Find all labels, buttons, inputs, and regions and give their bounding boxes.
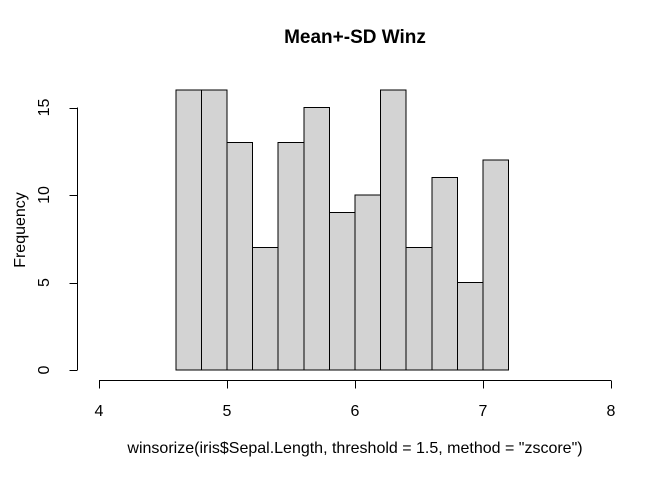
y-tick-label: 10 [36,186,53,204]
histogram-bar [226,142,254,371]
x-tick-label: 4 [95,403,104,420]
x-tick-label: 6 [351,403,360,420]
y-tick-label: 0 [36,365,53,374]
histogram-bar [303,107,330,371]
histogram-bar [482,159,510,371]
histogram-bar [252,247,279,371]
histogram-bar [380,89,407,371]
histogram-bar [277,142,305,371]
chart-title: Mean+-SD Winz [284,27,426,48]
histogram-bar [175,89,202,371]
histogram-bar [405,247,433,371]
y-tick-label: 15 [36,99,53,117]
x-tick-label: 5 [223,403,232,420]
histogram-bar [431,177,458,371]
histogram-bar [456,282,484,371]
x-tick-label: 7 [479,403,488,420]
histogram-bar [354,194,382,371]
y-tick-label: 5 [36,278,53,287]
histogram-bar [328,212,356,371]
x-axis-label: winsorize(iris$Sepal.Length, threshold =… [127,440,583,457]
histogram-bar [200,89,228,371]
x-tick-label: 8 [607,403,616,420]
